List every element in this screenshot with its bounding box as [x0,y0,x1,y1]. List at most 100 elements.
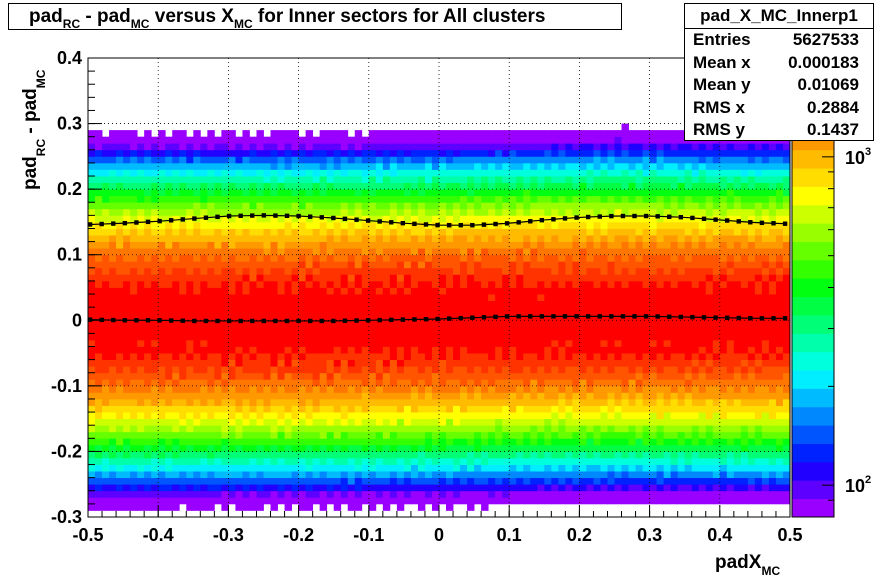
heatmap-cell [593,425,601,433]
heatmap-cell [207,412,215,420]
heatmap-cell [670,477,679,485]
heatmap-cell [298,280,307,288]
heatmap-cell [467,248,475,256]
heatmap-cell [663,418,672,426]
heatmap-cell [172,307,180,315]
heatmap-cell [586,477,594,485]
heatmap-cell [186,477,194,485]
heatmap-cell [663,208,672,216]
heatmap-cell [424,385,433,393]
heatmap-cell [593,248,601,256]
heatmap-cell [95,169,103,177]
heatmap-cell [495,162,503,170]
heatmap-cell [193,398,201,406]
heatmap-cell [516,189,524,197]
heatmap-cell [249,294,257,302]
heatmap-cell [214,221,222,229]
heatmap-cell [340,182,349,190]
heatmap-cell [656,235,665,242]
heatmap-cell [88,346,96,354]
heatmap-cell [298,228,307,236]
heatmap-cell [691,241,700,249]
heatmap-cell [298,457,307,465]
heatmap-cell [291,274,299,282]
heatmap-cell [691,320,700,328]
heatmap-cell [579,451,587,459]
heatmap-cell [677,149,686,157]
heatmap-cell [291,287,299,295]
heatmap-cell [263,235,271,242]
heatmap-cell [396,398,405,406]
heatmap-cell [523,267,531,275]
heatmap-cell [396,176,405,183]
heatmap-cell [158,464,166,472]
heatmap-cell [670,372,679,380]
heatmap-cell [228,451,236,459]
heatmap-cell [670,398,679,406]
heatmap-cell [158,300,166,308]
heatmap-cell [586,169,594,177]
heatmap-cell [207,503,215,511]
heatmap-cell [453,189,461,197]
heatmap-cell [481,287,489,295]
heatmap-cell [488,294,496,302]
heatmap-cell [277,438,285,446]
heatmap-cell [228,235,236,242]
heatmap-cell [172,136,180,144]
heatmap-cell [530,346,538,354]
heatmap-cell [670,359,679,367]
heatmap-cell [396,392,405,400]
heatmap-cell [424,431,433,439]
heatmap-cell [502,359,510,367]
heatmap-cell [460,182,468,190]
heatmap-cell [291,307,299,315]
heatmap-cell [165,326,173,334]
heatmap-cell [221,254,229,262]
heatmap-cell [88,398,96,406]
heatmap-cell [502,254,510,262]
heatmap-cell [375,405,384,413]
heatmap-cell [677,320,686,328]
heatmap-cell [312,287,321,295]
heatmap-cell [663,130,672,138]
heatmap-cell [614,372,622,380]
heatmap-cell [277,130,285,138]
heatmap-cell [614,241,622,249]
heatmap-cell [417,162,426,170]
heatmap-cell [298,307,307,315]
heatmap-cell [495,372,503,380]
heatmap-cell [670,162,679,170]
heatmap-cell [670,379,679,387]
heatmap-cell [593,228,601,236]
heatmap-cell [186,346,194,354]
heatmap-cell [579,235,587,242]
heatmap-cell [347,228,356,236]
heatmap-cell [565,471,573,479]
heatmap-cell [558,176,566,183]
heatmap-cell [649,300,658,308]
heatmap-cell [354,261,363,269]
heatmap-cell [326,372,335,380]
heatmap-cell [179,484,187,492]
heatmap-cell [523,136,531,144]
heatmap-cell [375,320,384,328]
heatmap-cell [460,149,468,157]
heatmap-cell [186,300,194,308]
heatmap-cell [453,235,461,242]
heatmap-cell [326,379,335,387]
heatmap-cell [572,457,580,465]
heatmap-cell [263,497,271,505]
heatmap-cell [249,477,257,485]
heatmap-cell [396,333,405,341]
heatmap-cell [509,267,517,275]
heatmap-cell [691,379,700,387]
heatmap-cell [572,274,580,282]
heatmap-cell [684,346,693,354]
heatmap-cell [263,221,271,229]
heatmap-cell [88,471,96,479]
heatmap-cell [495,444,503,452]
heatmap-cell [95,503,103,511]
heatmap-cell [417,405,426,413]
heatmap-cell [137,300,145,308]
heatmap-cell [361,484,370,492]
